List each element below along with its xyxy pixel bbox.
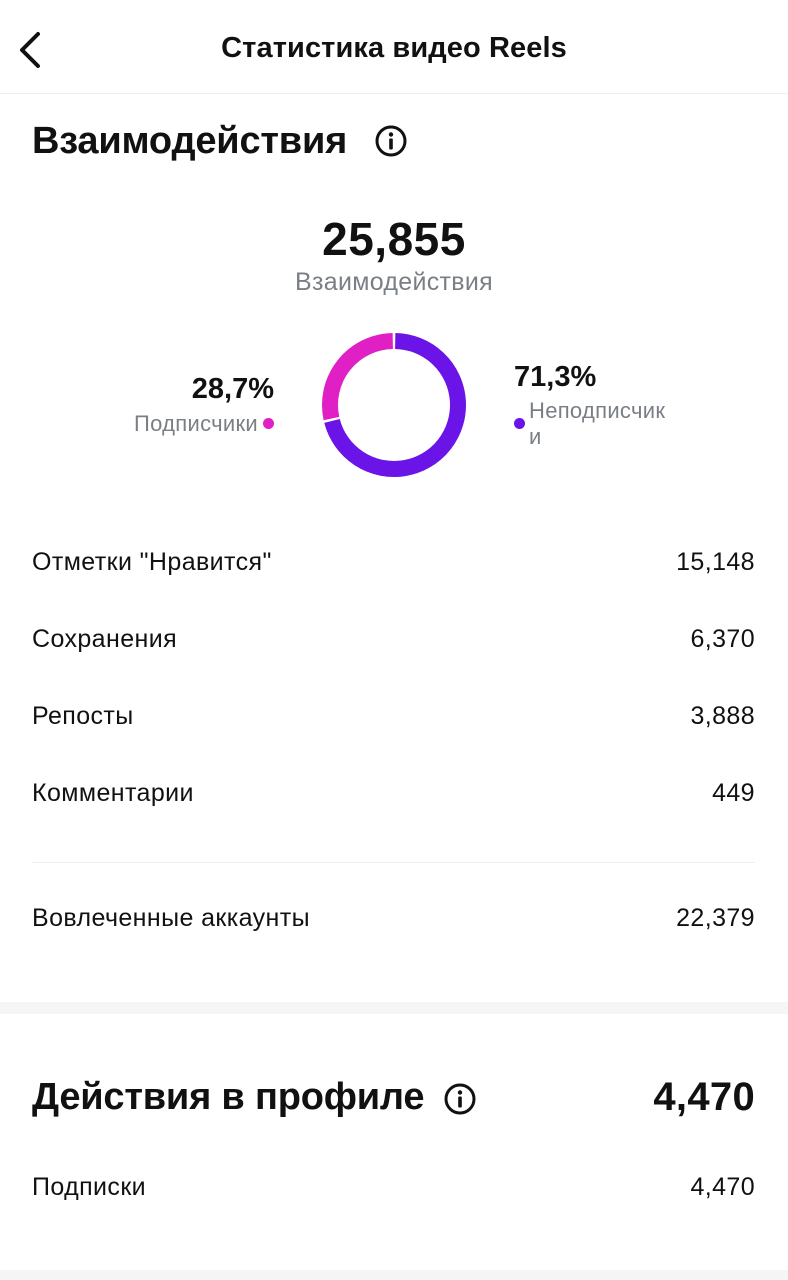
info-icon [375,125,407,157]
profile-actions-title: Действия в профиле [32,1076,425,1118]
section-separator [0,1002,788,1014]
info-icon [444,1083,476,1115]
followers-label: Подписчики [133,411,258,436]
section-separator [0,1270,788,1280]
interactions-info-button[interactable] [374,124,408,158]
stat-row-value: 6,370 [690,625,755,653]
stat-row-likes: Отметки "Нравится" 15,148 [32,548,755,588]
profile-actions-total: 4,470 [653,1075,755,1119]
top-bar: Статистика видео Reels [0,0,788,94]
divider [32,862,755,863]
interactions-total: 25,855 [322,213,466,265]
interactions-total-label: Взаимодействия [295,268,493,296]
stat-row-engaged-accounts[interactable]: Вовлеченные аккаунты 22,379 [32,904,755,944]
stat-row-comments: Комментарии 449 [32,779,755,819]
stat-row-follows: Подписки 4,470 [32,1173,755,1213]
non-followers-percent: 71,3% [514,361,597,393]
stat-row-label: Вовлеченные аккаунты [32,904,310,932]
stat-row-label: Репосты [32,702,134,730]
stat-row-value: 15,148 [676,548,755,576]
interactions-donut-chart [322,333,466,477]
stat-row-saves: Сохранения 6,370 [32,625,755,665]
stat-row-label: Подписки [32,1173,147,1201]
interactions-title: Взаимодействия [32,120,348,162]
donut-segment-non-followers [324,333,466,477]
stat-row-label: Отметки "Нравится" [32,548,272,576]
back-button[interactable] [14,28,48,72]
non-followers-legend-dot [514,418,525,429]
profile-actions-info-button[interactable] [443,1082,477,1116]
followers-legend-dot [263,418,274,429]
chevron-left-icon [20,32,40,68]
page-title: Статистика видео Reels [221,32,567,64]
stat-row-value: 449 [712,779,755,807]
stat-row-label: Комментарии [32,779,194,807]
stat-row-label: Сохранения [32,625,178,653]
stat-row-value: 22,379 [676,904,755,932]
non-followers-label: Неподписчик и [529,398,666,449]
followers-percent: 28,7% [191,373,274,405]
stat-row-value: 4,470 [690,1173,755,1201]
stat-row-value: 3,888 [690,702,755,730]
stat-row-reposts: Репосты 3,888 [32,702,755,742]
donut-segment-followers [322,333,394,421]
